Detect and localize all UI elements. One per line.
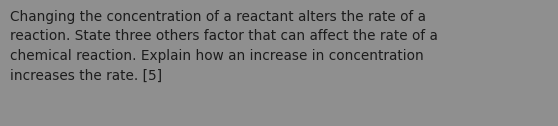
Text: Changing the concentration of a reactant alters the rate of a
reaction. State th: Changing the concentration of a reactant… (10, 10, 438, 83)
